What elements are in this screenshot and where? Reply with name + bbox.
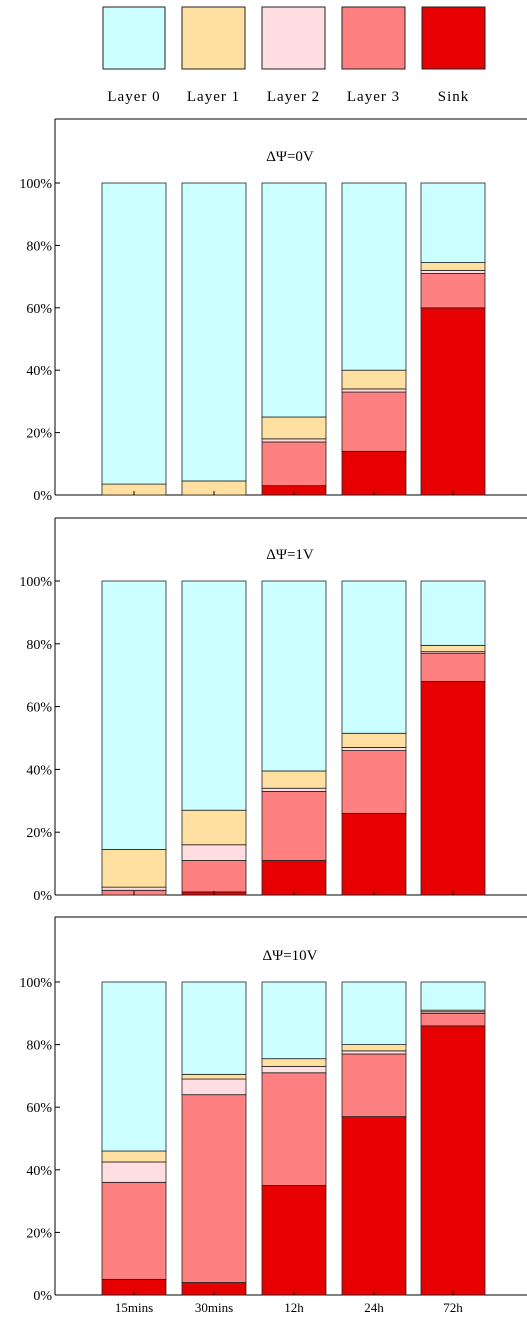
panel-2-bar-24h-layer-3 <box>341 1053 407 1117</box>
panel-2-bar-15mins-layer-1 <box>101 1150 167 1163</box>
panel-2-bar-24h-layer-2 <box>341 1050 407 1055</box>
panel-1-bar-12h-sink <box>261 860 327 896</box>
panel-1-bar-72h-layer-3 <box>420 652 486 682</box>
panel-0-bar-12h-layer-3 <box>261 441 327 487</box>
panel-2-bar-72h-sink <box>420 1025 486 1296</box>
panel-1-ytick-label-100: 100% <box>19 575 52 590</box>
panel-0-bar-72h-layer-3 <box>420 273 486 309</box>
panel-2-bar-30mins-layer-2 <box>181 1078 247 1096</box>
panel-2-bar-15mins-layer-0 <box>101 981 167 1152</box>
panel-1-ytick-label-80: 80% <box>26 638 52 653</box>
x-category-label-24h: 24h <box>364 1300 384 1315</box>
panel-0-bar-30mins-layer-0 <box>181 182 247 482</box>
panel-2-ytick-label-40: 40% <box>26 1164 52 1179</box>
panel-2-bar-12h-layer-1 <box>261 1058 327 1067</box>
panel-2-ytick-label-100: 100% <box>19 976 52 991</box>
panel-1-bar-30mins-layer-1 <box>181 809 247 846</box>
legend-swatch-layer-0 <box>102 6 166 70</box>
panel-1-ytick-label-60: 60% <box>26 701 52 716</box>
panel-2-ytick-label-20: 20% <box>26 1226 52 1241</box>
legend-label-sink: Sink <box>438 89 470 105</box>
panel-0-bar-72h-layer-1 <box>420 262 486 271</box>
panel-0-bar-72h-layer-0 <box>420 182 486 263</box>
legend-label-layer-0: Layer 0 <box>107 89 160 105</box>
panel-0-ytick-label-20: 20% <box>26 427 52 442</box>
panel-1-bar-24h-sink <box>341 812 407 896</box>
panel-1-bar-24h-layer-0 <box>341 580 407 734</box>
legend-swatch-layer-3 <box>341 6 406 70</box>
panel-1-bar-24h-layer-2 <box>341 747 407 751</box>
panel-0-bar-72h-layer-2 <box>420 269 486 274</box>
panel-1-bar-15mins-layer-2 <box>101 886 167 891</box>
panel-2-bar-30mins-layer-1 <box>181 1073 247 1080</box>
legend-swatch-layer-1 <box>181 6 246 70</box>
panel-0-bar-24h-layer-3 <box>341 391 407 452</box>
panel-2-bar-12h-layer-2 <box>261 1066 327 1074</box>
panel-2-bar-24h-layer-1 <box>341 1044 407 1052</box>
legend-label-layer-2: Layer 2 <box>267 89 320 105</box>
x-category-label-72h: 72h <box>443 1300 463 1315</box>
legend-swatch-sink <box>421 6 486 70</box>
panel-2-bar-12h-sink <box>261 1185 327 1296</box>
panel-0-bar-24h-layer-2 <box>341 388 407 393</box>
panel-1-ytick-label-20: 20% <box>26 826 52 841</box>
x-category-label-12h: 12h <box>284 1300 304 1315</box>
panel-0-bar-12h-layer-0 <box>261 182 327 418</box>
panel-0-bar-15mins-layer-0 <box>101 182 167 485</box>
panel-2-bar-24h-sink <box>341 1116 407 1296</box>
panel-2-title: ΔΨ=10V <box>262 948 317 964</box>
x-category-label-30mins: 30mins <box>195 1300 233 1315</box>
panel-1-bar-24h-layer-1 <box>341 732 407 748</box>
legend-label-layer-1: Layer 1 <box>187 89 240 105</box>
panel-1-title: ΔΨ=1V <box>266 547 314 563</box>
panel-2-bar-30mins-layer-3 <box>181 1094 247 1283</box>
panel-2-ytick-label-60: 60% <box>26 1101 52 1116</box>
panel-0-ytick-label-0: 0% <box>33 489 52 504</box>
x-category-label-15mins: 15mins <box>115 1300 153 1315</box>
panel-2-bar-24h-layer-0 <box>341 981 407 1045</box>
panel-1-bar-12h-layer-1 <box>261 770 327 789</box>
panel-0-title: ΔΨ=0V <box>266 149 314 165</box>
panel-1-bar-30mins-layer-0 <box>181 580 247 811</box>
panel-1-bar-15mins-layer-1 <box>101 849 167 888</box>
panel-2-bar-72h-layer-3 <box>420 1012 486 1027</box>
panel-2-bar-12h-layer-3 <box>261 1072 327 1186</box>
panel-0-bar-24h-layer-1 <box>341 369 407 390</box>
legend-swatch-layer-2 <box>261 6 326 70</box>
panel-1-bar-72h-sink <box>420 681 486 896</box>
panel-1-bar-30mins-layer-3 <box>181 860 247 893</box>
panel-2-ytick-label-80: 80% <box>26 1039 52 1054</box>
panel-2-bar-72h-layer-0 <box>420 981 486 1011</box>
panel-1-bar-24h-layer-3 <box>341 750 407 814</box>
panel-1-bar-30mins-layer-2 <box>181 844 247 861</box>
panel-0-ytick-label-40: 40% <box>26 364 52 379</box>
panel-1-ytick-label-40: 40% <box>26 763 52 778</box>
panel-1-bar-12h-layer-2 <box>261 787 327 792</box>
panel-2-ytick-label-0: 0% <box>33 1289 52 1304</box>
legend-label-layer-3: Layer 3 <box>347 89 400 105</box>
panel-1-bar-72h-layer-0 <box>420 580 486 646</box>
panel-0-bar-24h-layer-0 <box>341 182 407 371</box>
panel-0-ytick-label-80: 80% <box>26 239 52 254</box>
panel-1-bar-12h-layer-0 <box>261 580 327 772</box>
panel-1-bar-12h-layer-3 <box>261 790 327 861</box>
panel-0-bar-12h-layer-1 <box>261 416 327 440</box>
panel-0-bar-12h-layer-2 <box>261 438 327 443</box>
panel-1-bar-72h-layer-1 <box>420 644 486 653</box>
panel-0-bar-24h-sink <box>341 450 407 496</box>
panel-2-bar-15mins-layer-3 <box>101 1181 167 1280</box>
panel-0-ytick-label-100: 100% <box>19 177 52 192</box>
panel-1-ytick-label-0: 0% <box>33 889 52 904</box>
panel-2-bar-15mins-layer-2 <box>101 1161 167 1183</box>
panel-0-bar-72h-sink <box>420 307 486 496</box>
panel-2-bar-12h-layer-0 <box>261 981 327 1060</box>
panel-0-ytick-label-60: 60% <box>26 302 52 317</box>
panel-1-bar-15mins-layer-0 <box>101 580 167 850</box>
panel-2-bar-30mins-layer-0 <box>181 981 247 1075</box>
